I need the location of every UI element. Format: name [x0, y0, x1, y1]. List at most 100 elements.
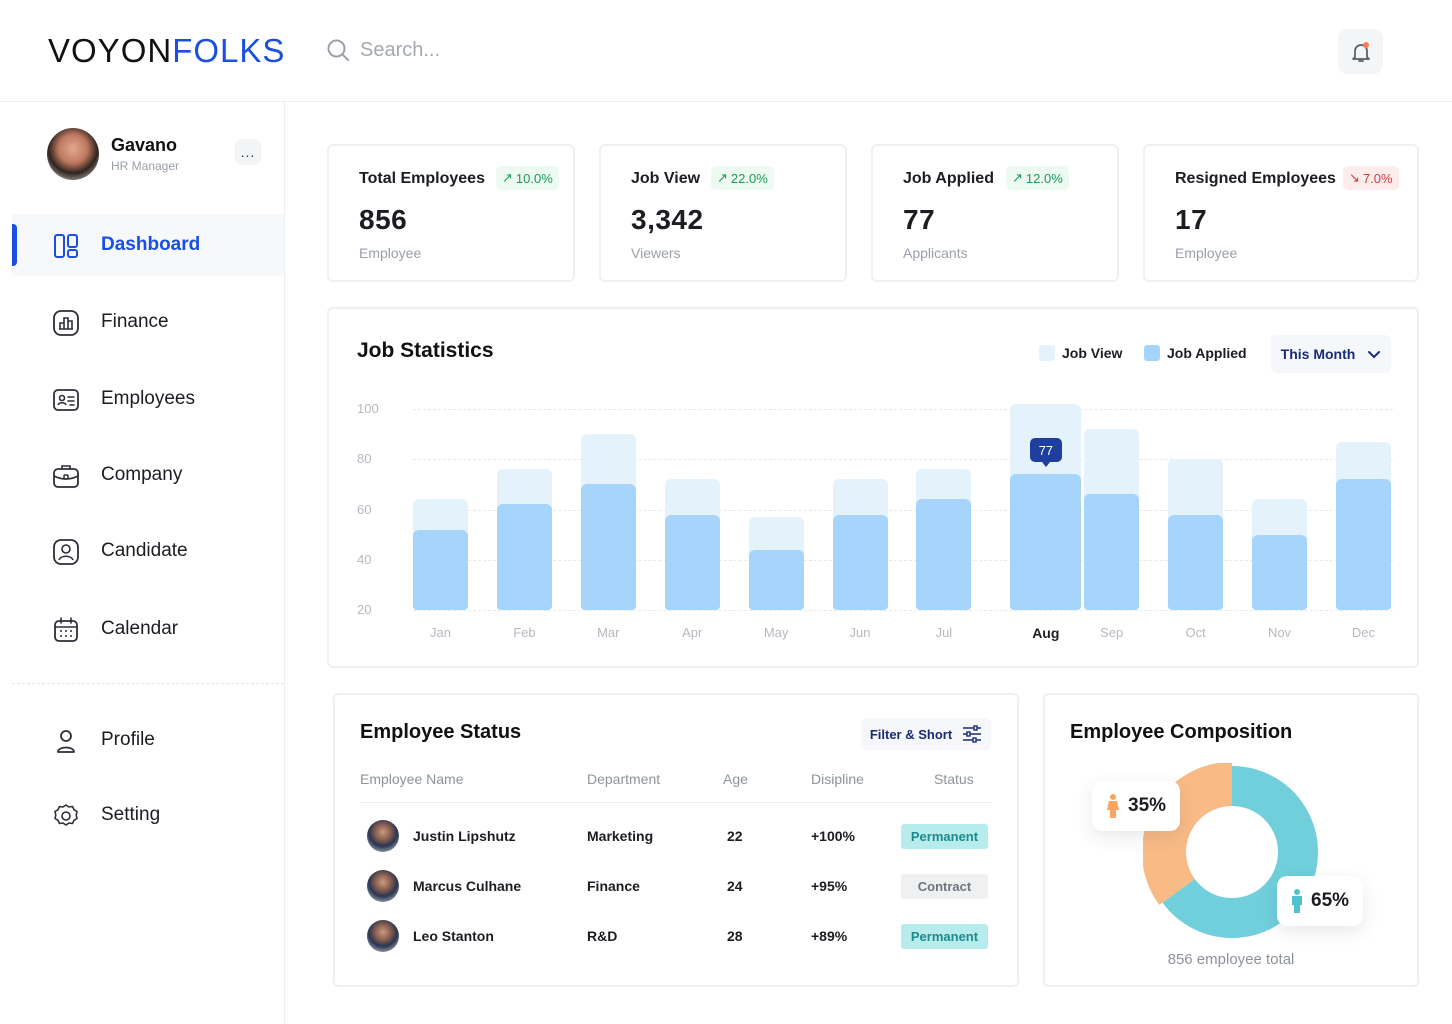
- bar-job-applied-jul[interactable]: [916, 499, 972, 610]
- bar-job-applied-may[interactable]: [748, 549, 804, 610]
- trend-down-icon: ↘: [1349, 170, 1360, 185]
- search-bar[interactable]: [326, 38, 620, 62]
- employees-icon: [53, 389, 79, 411]
- sidebar-item-dashboard[interactable]: Dashboard: [12, 214, 284, 276]
- legend-job-applied: Job Applied: [1144, 345, 1247, 361]
- avatar: [47, 128, 99, 180]
- stat-title: Resigned Employees: [1175, 170, 1336, 187]
- sidebar-item-employees[interactable]: Employees: [12, 368, 284, 430]
- bar-job-applied-dec[interactable]: [1335, 479, 1391, 610]
- stat-value: 77: [903, 204, 936, 235]
- profile-icon: [57, 730, 75, 753]
- sidebar-item-label: Company: [101, 464, 183, 485]
- column-header[interactable]: Status: [934, 771, 974, 787]
- employee-total-label: 856 employee total: [1167, 951, 1295, 968]
- bar-job-applied-sep[interactable]: [1084, 494, 1140, 610]
- sliders-icon: [963, 725, 982, 743]
- employee-discipline: +95%: [811, 878, 848, 894]
- section-title: Employee Composition: [1070, 721, 1293, 743]
- bell-icon: [1351, 41, 1370, 62]
- trend-badge: ↗ 10.0%: [496, 166, 559, 190]
- avatar: [367, 920, 399, 952]
- stat-card-job-view[interactable]: Job View ↗ 22.0% 3,342 Viewers: [599, 144, 847, 282]
- gridline: [413, 409, 1393, 410]
- x-tick-label: Nov: [1267, 625, 1292, 640]
- sidebar-item-label: Finance: [101, 311, 169, 332]
- sidebar-item-candidate[interactable]: Candidate: [12, 520, 284, 582]
- period-dropdown[interactable]: This Month: [1271, 335, 1391, 373]
- stat-card-resigned-employees[interactable]: Resigned Employees ↘ 7.0% 17 Employee: [1143, 144, 1419, 282]
- stat-value: 3,342: [631, 204, 704, 235]
- bar-job-applied-jan[interactable]: [413, 529, 468, 610]
- stat-card-job-applied[interactable]: Job Applied ↗ 12.0% 77 Applicants: [871, 144, 1119, 282]
- x-tick-label: Oct: [1185, 625, 1206, 640]
- top-bar: VOYONFOLKS: [0, 0, 1452, 102]
- y-tick-label: 60: [357, 501, 372, 517]
- x-tick-label: Feb: [513, 625, 536, 640]
- sidebar-item-label: Dashboard: [101, 234, 201, 255]
- employee-name: Leo Stanton: [413, 928, 494, 944]
- x-tick-label: Apr: [682, 625, 703, 640]
- section-title: Employee Status: [360, 721, 522, 743]
- gridline: [413, 509, 1393, 511]
- bar-job-applied-feb[interactable]: [496, 504, 552, 610]
- employee-age: 24: [727, 878, 743, 894]
- column-header[interactable]: Age: [723, 771, 748, 787]
- trend-up-icon: ↗: [1012, 170, 1023, 185]
- sidebar: Gavano HR Manager ... Dashboard Finance …: [0, 102, 285, 1024]
- x-tick-label: Dec: [1351, 625, 1375, 640]
- sidebar-item-calendar[interactable]: Calendar: [12, 598, 284, 660]
- trend-badge: ↗ 12.0%: [1006, 166, 1069, 190]
- calendar-icon: [54, 617, 78, 642]
- bar-job-applied-aug[interactable]: [1010, 474, 1082, 610]
- column-header[interactable]: Employee Name: [360, 771, 464, 787]
- brand-logo[interactable]: VOYONFOLKS: [48, 32, 286, 69]
- sidebar-item-label: Setting: [101, 804, 161, 825]
- stat-title: Job View: [631, 170, 701, 187]
- bar-job-applied-oct[interactable]: [1168, 514, 1224, 610]
- filter-sort-button[interactable]: Filter & Short: [861, 718, 991, 750]
- employee-age: 22: [727, 828, 743, 844]
- table-row[interactable]: Justin Lipshutz Marketing 22 +100% Perma…: [335, 816, 1015, 856]
- candidate-icon: [53, 539, 79, 565]
- table-row[interactable]: Marcus Culhane Finance 24 +95% Contract: [335, 866, 1015, 906]
- sidebar-item-label: Calendar: [101, 618, 179, 639]
- more-options-button[interactable]: ...: [235, 139, 261, 165]
- user-profile[interactable]: Gavano HR Manager: [47, 128, 179, 180]
- bar-job-applied-jun[interactable]: [832, 514, 888, 610]
- job-statistics-card: Job Statistics Job View Job Applied This…: [327, 307, 1419, 668]
- employee-department: R&D: [587, 928, 618, 944]
- employee-discipline: +100%: [811, 828, 855, 844]
- avatar: [367, 820, 399, 852]
- sidebar-item-finance[interactable]: Finance: [12, 291, 284, 353]
- y-tick-label: 20: [357, 602, 372, 617]
- search-input[interactable]: [360, 38, 620, 62]
- notification-button[interactable]: [1338, 29, 1383, 74]
- trend-badge: ↘ 7.0%: [1343, 166, 1399, 190]
- column-header[interactable]: Department: [587, 771, 661, 787]
- legend-swatch: [1144, 345, 1160, 361]
- sidebar-item-label: Profile: [101, 729, 155, 750]
- legend-job-view: Job View: [1039, 345, 1122, 361]
- chart-title: Job Statistics: [357, 339, 494, 362]
- sidebar-item-setting[interactable]: Setting: [12, 784, 284, 846]
- bar-job-applied-apr[interactable]: [664, 514, 720, 610]
- column-header[interactable]: Disipline: [811, 771, 864, 787]
- table-row[interactable]: Leo Stanton R&D 28 +89% Permanent: [335, 916, 1015, 956]
- employee-composition-card: Employee Composition 35% 65% 856 employe…: [1043, 693, 1419, 987]
- user-role: HR Manager: [111, 159, 180, 173]
- finance-icon: [53, 310, 79, 336]
- status-badge: Contract: [901, 874, 988, 899]
- employee-age: 28: [727, 928, 743, 944]
- stat-card-total-employees[interactable]: Total Employees ↗ 10.0% 856 Employee: [327, 144, 575, 282]
- search-icon: [327, 39, 349, 61]
- sidebar-item-profile[interactable]: Profile: [12, 709, 284, 771]
- x-tick-label: Mar: [597, 625, 620, 640]
- dashboard-icon: [54, 234, 78, 258]
- stat-value: 856: [359, 204, 408, 235]
- bar-job-applied-nov[interactable]: [1252, 534, 1307, 610]
- bar-job-applied-mar[interactable]: [580, 484, 636, 610]
- sidebar-item-company[interactable]: Company: [12, 444, 284, 506]
- gridline: [413, 559, 1393, 561]
- x-tick-label: Jun: [849, 625, 871, 640]
